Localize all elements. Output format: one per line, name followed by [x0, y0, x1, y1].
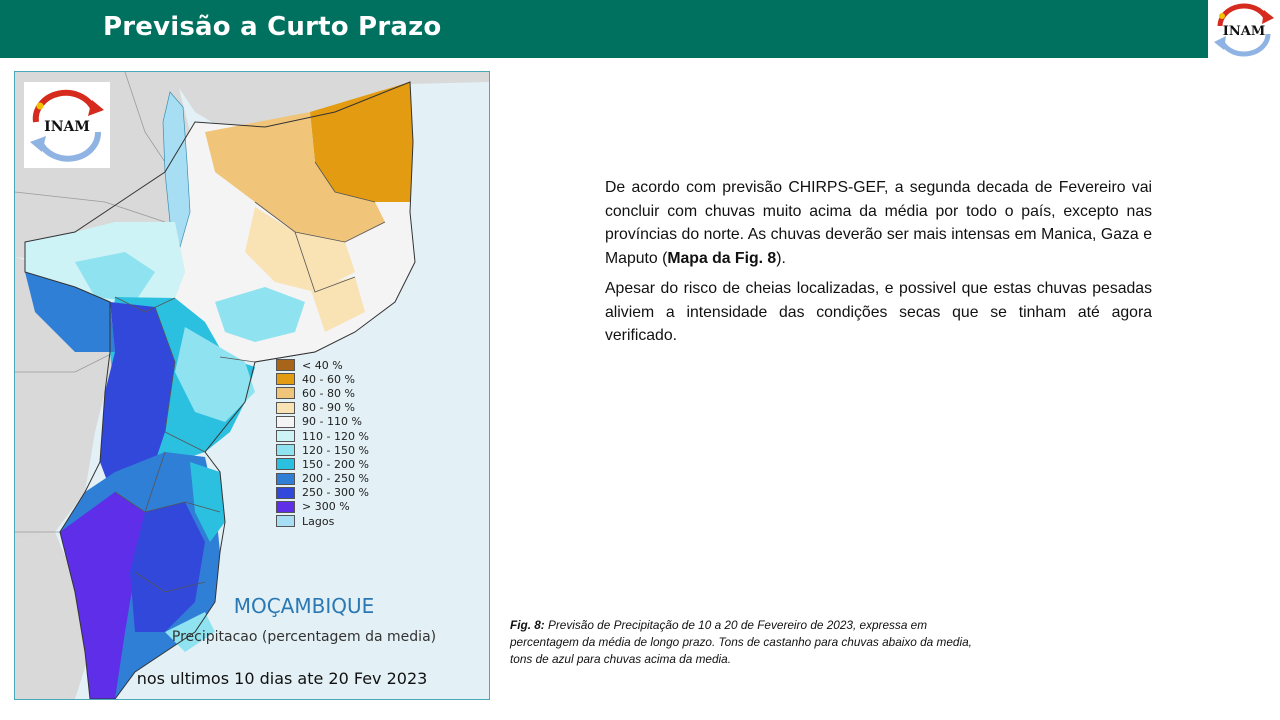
legend-item: 90 - 110 %: [276, 415, 369, 429]
legend-swatch: [276, 515, 295, 528]
precipitation-map: INAM < 40 % 40 - 60 % 60 - 80 % 80 - 90 % 90…: [14, 71, 490, 700]
legend-swatch: [276, 359, 295, 372]
legend-swatch: [276, 458, 295, 471]
map-subtitle: Precipitacao (percentagem da media): [171, 629, 437, 645]
legend-label: 200 - 250 %: [302, 472, 369, 486]
map-period: nos ultimos 10 dias ate 20 Fev 2023: [136, 669, 428, 688]
legend-label: 90 - 110 %: [302, 415, 362, 429]
legend-label: > 300 %: [302, 500, 350, 514]
paragraph-1-end: ).: [776, 249, 786, 267]
logo-text: INAM: [1223, 24, 1265, 39]
map-legend: < 40 % 40 - 60 % 60 - 80 % 80 - 90 % 90 - 11…: [276, 358, 369, 528]
inam-map-logo: INAM: [24, 82, 110, 168]
figure-caption: Fig. 8: Previsão de Precipitação de 10 a…: [510, 617, 985, 668]
legend-item: 200 - 250 %: [276, 472, 369, 486]
legend-swatch: [276, 444, 295, 457]
legend-label: 250 - 300 %: [302, 486, 369, 500]
page-title: Previsão a Curto Prazo: [103, 12, 442, 42]
legend-label: 150 - 200 %: [302, 457, 369, 471]
legend-label: Lagos: [302, 514, 335, 528]
legend-swatch: [276, 373, 295, 386]
forecast-text: De acordo com previsão CHIRPS-GEF, a seg…: [605, 176, 1152, 355]
header-bar: Previsão a Curto Prazo: [0, 0, 1208, 58]
legend-label: 110 - 120 %: [302, 429, 369, 443]
legend-swatch: [276, 486, 295, 499]
legend-label: 60 - 80 %: [302, 386, 355, 400]
legend-label: 120 - 150 %: [302, 443, 369, 457]
legend-item: 80 - 90 %: [276, 401, 369, 415]
paragraph-1-text: De acordo com previsão CHIRPS-GEF, a seg…: [605, 179, 1152, 267]
legend-swatch: [276, 415, 295, 428]
legend-swatch: [276, 387, 295, 400]
legend-item: > 300 %: [276, 500, 369, 514]
legend-item: 40 - 60 %: [276, 372, 369, 386]
legend-item: < 40 %: [276, 358, 369, 372]
legend-item: 60 - 80 %: [276, 386, 369, 400]
forecast-paragraph-2: Apesar do risco de cheias localizadas, e…: [605, 280, 1152, 344]
map-logo-text: INAM: [44, 119, 90, 135]
legend-swatch: [276, 430, 295, 443]
legend-item: 150 - 200 %: [276, 457, 369, 471]
legend-item: 120 - 150 %: [276, 443, 369, 457]
map-country-name: MOÇAMBIQUE: [233, 594, 375, 618]
legend-swatch: [276, 500, 295, 513]
legend-swatch: [276, 401, 295, 414]
legend-item: 110 - 120 %: [276, 429, 369, 443]
legend-item: Lagos: [276, 514, 369, 528]
legend-label: 40 - 60 %: [302, 372, 355, 386]
legend-swatch: [276, 472, 295, 485]
legend-label: 80 - 90 %: [302, 401, 355, 415]
inam-logo: INAM: [1208, 0, 1280, 58]
caption-label: Fig. 8:: [510, 618, 545, 632]
caption-text: Previsão de Precipitação de 10 a 20 de F…: [510, 618, 972, 666]
map-graphic: [15, 72, 489, 699]
legend-item: 250 - 300 %: [276, 486, 369, 500]
figure-reference: Mapa da Fig. 8: [667, 249, 777, 267]
forecast-paragraph-1: De acordo com previsão CHIRPS-GEF, a seg…: [605, 176, 1152, 270]
legend-label: < 40 %: [302, 358, 343, 372]
